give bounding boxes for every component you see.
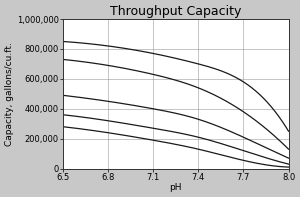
X-axis label: pH: pH — [169, 183, 182, 192]
Y-axis label: Capacity, gallons/cu.ft.: Capacity, gallons/cu.ft. — [5, 42, 14, 146]
Title: Throughput Capacity: Throughput Capacity — [110, 5, 241, 18]
